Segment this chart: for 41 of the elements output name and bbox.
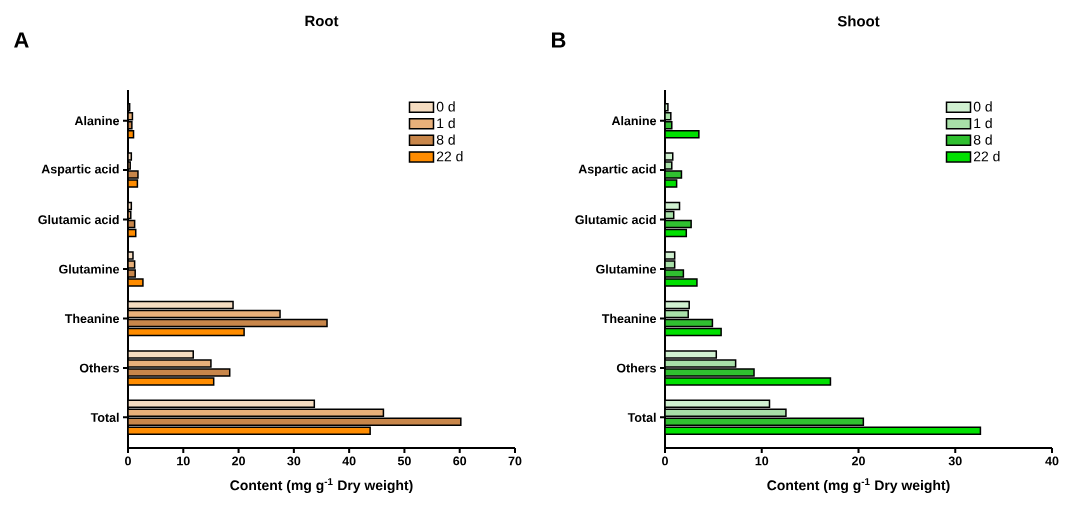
y-tick-label: Alanine xyxy=(74,116,120,126)
legend-label: 8 d xyxy=(436,134,455,145)
y-tick-label: Aspartic acid xyxy=(578,164,656,176)
x-tick-label: 60 xyxy=(453,456,467,466)
y-tick-label: Total xyxy=(90,412,119,422)
y-tick-label: Glutamic acid xyxy=(575,214,656,225)
y-tick-label: Alanine xyxy=(611,116,657,126)
x-tick-label: 50 xyxy=(397,456,411,466)
x-axis-title: Content (mg g$^{-1}$ Dry weight) xyxy=(230,478,413,494)
legend-label: 0 d xyxy=(436,101,455,112)
y-tick-label: Others xyxy=(616,363,656,373)
x-tick-label: 10 xyxy=(177,456,190,466)
legend-label: 1 d xyxy=(437,117,455,129)
x-tick-label: 40 xyxy=(1045,456,1059,466)
x-tick-label: 30 xyxy=(287,456,301,466)
x-tick-label: 0 xyxy=(662,456,668,466)
y-tick-label: Glutamine xyxy=(596,264,657,274)
x-tick-label: 20 xyxy=(852,456,865,466)
legend-label: 8 d xyxy=(973,134,992,145)
y-tick-label: Theanine xyxy=(601,313,657,324)
x-tick-label: 20 xyxy=(232,456,245,466)
legend-label: 22 d xyxy=(436,151,463,162)
x-tick-label: 40 xyxy=(342,456,356,466)
text: B xyxy=(551,32,566,48)
x-tick-label: 0 xyxy=(125,456,131,466)
text: A xyxy=(14,32,29,48)
legend-label: 0 d xyxy=(973,101,992,112)
y-tick-label: Theanine xyxy=(64,313,120,324)
x-tick-label: 30 xyxy=(948,456,962,466)
y-tick-label: Others xyxy=(79,363,119,373)
y-tick-label: Total xyxy=(627,412,656,422)
y-tick-label: Glutamic acid xyxy=(38,214,119,225)
legend-label: 22 d xyxy=(973,151,1000,162)
x-axis-title: Content (mg g$^{-1}$ Dry weight) xyxy=(767,478,950,494)
x-tick-label: 10 xyxy=(755,456,769,466)
chart-title: Root xyxy=(305,15,339,27)
chart-title: Shoot xyxy=(837,15,880,27)
y-tick-label: Aspartic acid xyxy=(41,164,119,176)
y-tick-label: Glutamine xyxy=(59,264,120,274)
x-tick-label: 70 xyxy=(508,456,522,466)
legend-label: 1 d xyxy=(974,117,992,129)
